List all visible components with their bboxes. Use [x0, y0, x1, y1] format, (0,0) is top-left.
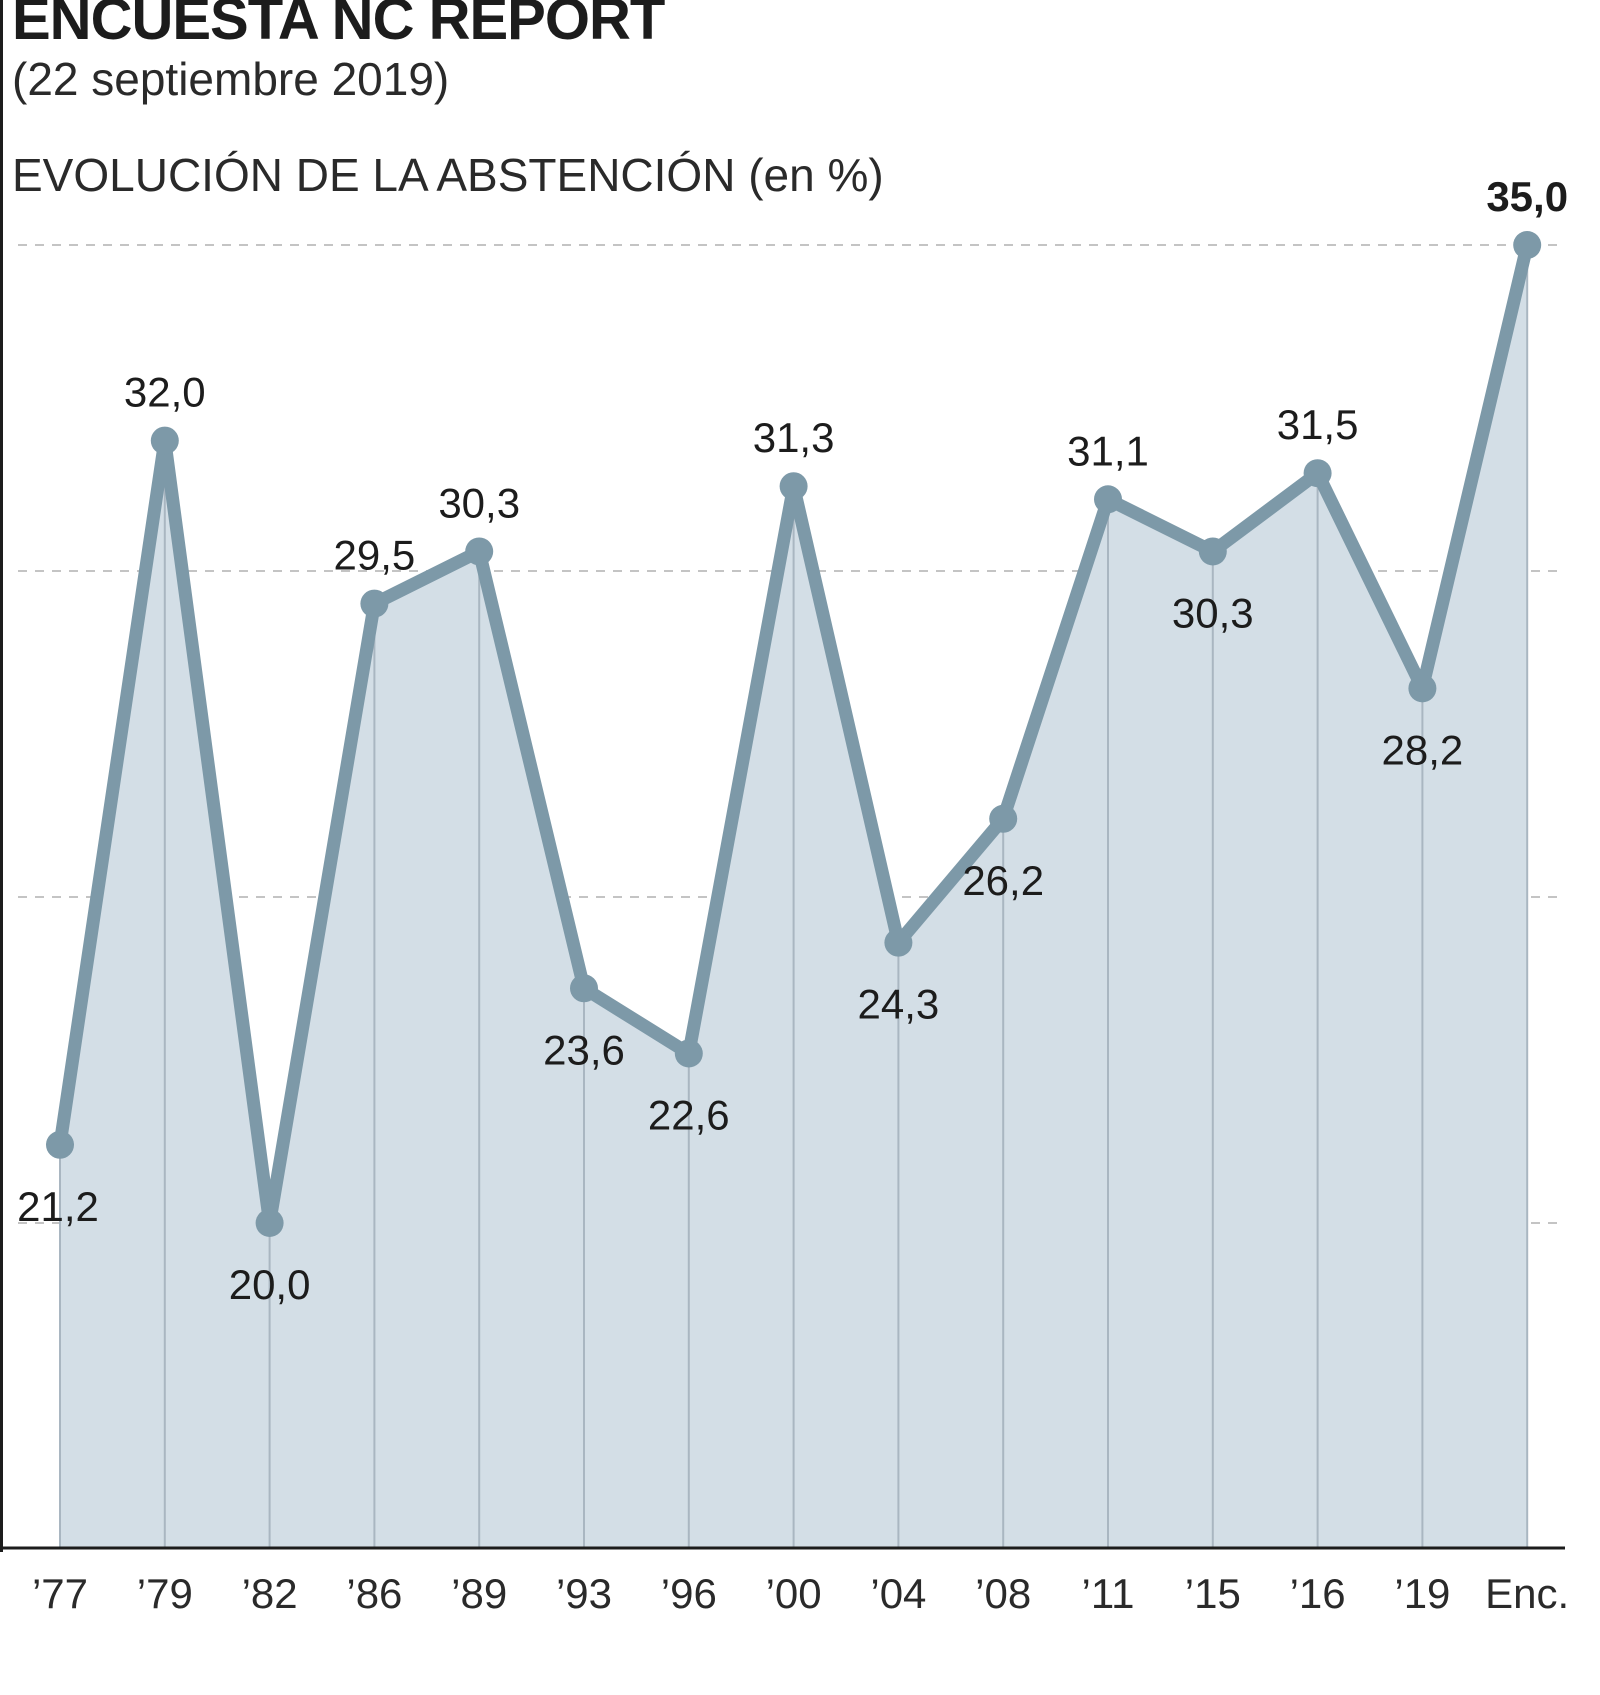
data-point	[779, 472, 808, 501]
data-point	[1513, 231, 1542, 259]
x-tick-label: ’11	[1082, 1570, 1135, 1617]
x-tick-labels: ’77 ’79 ’82 ’86 ’89 ’93 ’96 ’00 ’04 ’08 ’11 ’15 ’16 ’…	[32, 1570, 1569, 1617]
data-point	[1198, 537, 1227, 566]
data-point	[674, 1039, 703, 1068]
x-tick-label: Enc.	[1485, 1570, 1569, 1617]
data-label: 32,0	[124, 369, 206, 416]
left-rule	[0, 0, 3, 1552]
x-tick-label: ’00	[766, 1570, 822, 1617]
survey-date: (22 septiembre 2019)	[12, 53, 450, 105]
data-label: 31,1	[1067, 427, 1149, 474]
x-tick-label: ’96	[661, 1570, 717, 1617]
data-point	[46, 1130, 74, 1159]
data-label: 23,6	[543, 1026, 625, 1073]
data-point	[989, 804, 1018, 833]
data-point	[360, 589, 389, 618]
data-labels: 21,2 32,0 20,0 29,5 30,3 23,6 22,6 31,3 24,3 26,2…	[17, 173, 1568, 1308]
data-point	[255, 1209, 284, 1237]
data-point	[570, 974, 598, 1003]
data-point	[465, 537, 494, 566]
data-point	[1408, 674, 1437, 703]
data-label: 30,3	[438, 479, 520, 526]
data-label: 20,0	[229, 1261, 311, 1308]
x-tick-label: ’82	[242, 1570, 298, 1617]
data-label: 31,5	[1277, 401, 1359, 448]
drop-lines	[59, 245, 1529, 1548]
data-label: 24,3	[858, 981, 940, 1028]
x-tick-label: ’04	[870, 1570, 926, 1617]
chart-title: ENCUESTA NC REPORT	[12, 0, 665, 52]
data-label: 26,2	[962, 857, 1044, 904]
x-tick-label: ’89	[451, 1570, 507, 1617]
data-label: 28,2	[1382, 726, 1464, 773]
x-tick-label: ’19	[1394, 1570, 1450, 1617]
data-label: 30,3	[1172, 589, 1254, 636]
x-tick-label: ’08	[975, 1570, 1031, 1617]
data-point	[150, 426, 179, 455]
data-point	[884, 928, 913, 957]
chart-subtitle: EVOLUCIÓN DE LA ABSTENCIÓN (en %)	[12, 149, 884, 201]
data-label: 29,5	[334, 532, 416, 579]
data-label: 31,3	[753, 414, 835, 461]
x-tick-label: ’79	[137, 1570, 193, 1617]
data-label: 21,2	[17, 1183, 99, 1230]
x-tick-label: ’93	[556, 1570, 612, 1617]
data-label: 22,6	[648, 1091, 730, 1138]
data-label: 35,0	[1486, 173, 1568, 220]
x-tick-label: ’16	[1290, 1570, 1346, 1617]
data-points	[46, 231, 1542, 1237]
x-tick-label: ’77	[32, 1570, 88, 1617]
x-tick-label: ’86	[346, 1570, 402, 1617]
data-point	[1303, 459, 1332, 488]
data-point	[1094, 485, 1122, 514]
x-tick-label: ’15	[1185, 1570, 1241, 1617]
